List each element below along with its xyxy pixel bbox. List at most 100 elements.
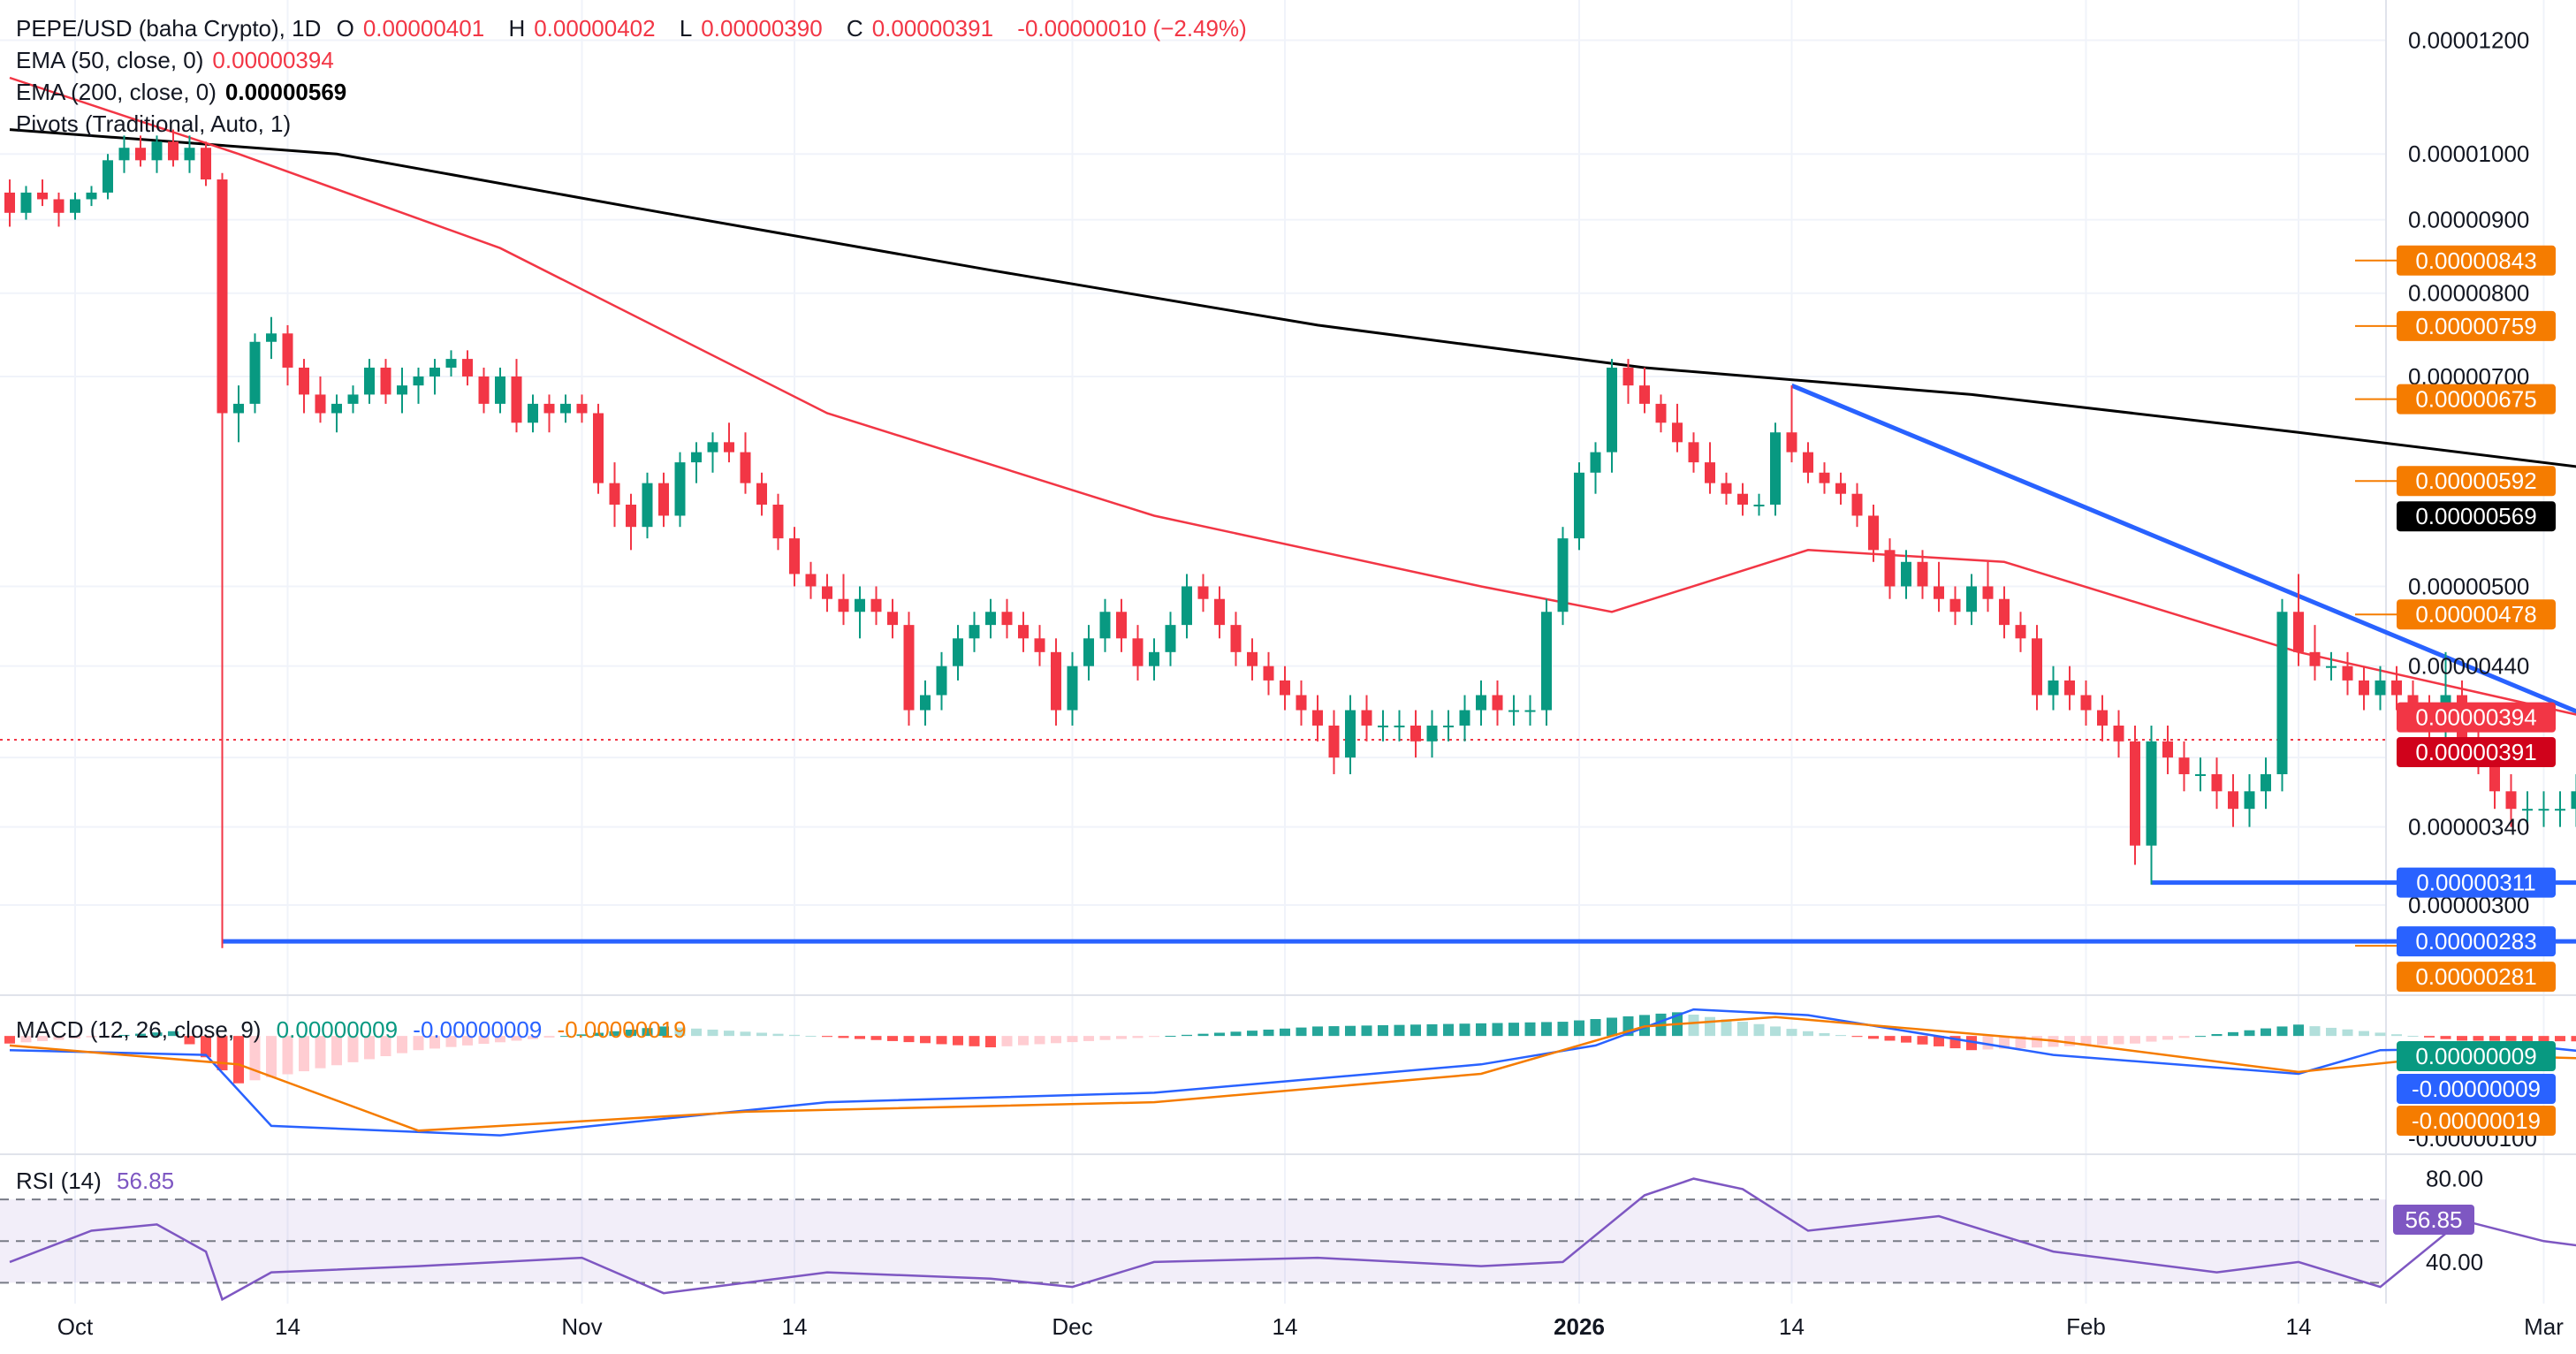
macd-histogram-bar — [2113, 1036, 2124, 1045]
macd-histogram-bar — [2407, 1036, 2419, 1038]
price-tag-bg — [2397, 867, 2556, 898]
candle-body — [2261, 773, 2271, 792]
candle-body — [1459, 710, 1470, 726]
macd-histogram-bar — [201, 1036, 211, 1058]
candle-body — [576, 403, 588, 414]
candle-body — [1851, 493, 1863, 516]
macd-histogram-bar — [985, 1036, 996, 1047]
macd-histogram-bar — [1705, 1016, 1715, 1037]
ema200-legend[interactable]: EMA (200, close, 0) 0.00000569 — [16, 79, 347, 105]
macd-histogram-bar — [1966, 1036, 1977, 1051]
macd-histogram-bar — [1197, 1033, 1209, 1037]
price-tag-text: 0.00000478 — [2415, 601, 2536, 628]
macd-histogram-bar — [135, 1033, 146, 1037]
candle-body — [887, 612, 898, 626]
candle-body — [347, 394, 359, 404]
macd-histogram-bar — [1934, 1036, 1944, 1046]
candle-body — [380, 367, 391, 395]
candle-body — [2309, 651, 2321, 666]
candle-body — [37, 192, 48, 200]
candle-body — [86, 192, 97, 200]
candle-body — [201, 148, 211, 180]
candle-body — [1574, 472, 1584, 539]
candle-body — [855, 598, 865, 612]
macd-histogram-bar — [2326, 1027, 2337, 1037]
macd-histogram-bar — [1851, 1036, 1863, 1038]
candle-body — [1443, 725, 1454, 727]
macd-histogram-bar — [1312, 1026, 1323, 1037]
candle-body — [1721, 483, 1732, 494]
macd-histogram-bar — [593, 1032, 604, 1037]
candle-body — [691, 452, 702, 463]
candle-body — [1557, 538, 1569, 612]
symbol-title[interactable]: PEPE/USD (baha Crypto), 1D — [16, 15, 322, 42]
macd-histogram-bar — [478, 1036, 490, 1045]
candle-body — [1247, 651, 1258, 666]
price-tag-bg — [2397, 702, 2556, 733]
macd-histogram-bar — [1182, 1034, 1192, 1037]
price-tag-text: 0.00000283 — [2415, 928, 2536, 955]
candle-body — [1982, 586, 1994, 599]
candle-body — [1280, 680, 1290, 696]
macd-histogram-bar — [184, 1036, 195, 1045]
candle-body — [397, 385, 407, 395]
candle-body — [1786, 432, 1797, 453]
candle-body — [1165, 625, 1176, 652]
macd-histogram-bar — [724, 1031, 734, 1037]
price-tag-bg — [2393, 1205, 2474, 1235]
price-tick-label: 0.00000440 — [2408, 653, 2529, 680]
macd-histogram-bar — [740, 1031, 751, 1037]
price-tag-bg — [2397, 501, 2556, 532]
macd-histogram-bar — [1099, 1036, 1111, 1040]
candle-body — [1476, 695, 1486, 711]
candle-body — [789, 538, 800, 574]
macd-histogram-bar — [1737, 1022, 1748, 1037]
macd-histogram-bar — [1901, 1036, 1911, 1043]
candle-body — [1705, 462, 1715, 483]
candle-body — [70, 199, 80, 213]
macd-histogram-bar — [20, 1036, 32, 1043]
candle-body — [903, 625, 915, 711]
price-tag-bg — [2397, 310, 2556, 341]
pivots-legend[interactable]: Pivots (Traditional, Auto, 1) — [16, 110, 292, 137]
price-tag-bg — [2397, 1106, 2556, 1136]
candle-body — [1083, 638, 1094, 666]
macd-histogram-bar — [86, 1036, 97, 1038]
macd-histogram-bar — [609, 1031, 620, 1037]
price-tag-s1: 0.00000281 — [2397, 962, 2556, 993]
macd-histogram-bar — [445, 1036, 457, 1047]
macd-histogram-bar — [1149, 1036, 1159, 1038]
macd-histogram-bar — [2032, 1036, 2042, 1048]
candle-body — [740, 452, 751, 483]
macd-histogram-bar — [2342, 1029, 2353, 1037]
candle-body — [103, 160, 113, 193]
candle-body — [135, 148, 146, 161]
macd-histogram-bar — [1557, 1022, 1569, 1037]
candle-body — [2228, 791, 2238, 810]
ema50-legend[interactable]: EMA (50, close, 0) 0.00000394 — [16, 47, 334, 73]
price-tag-text: 0.00000843 — [2415, 247, 2536, 274]
candle-body — [249, 341, 261, 404]
candle-body — [1688, 442, 1699, 463]
macd-histogram-bar — [642, 1028, 653, 1037]
rsi-legend[interactable]: RSI (14) 56.85 — [16, 1168, 175, 1194]
macd-histogram-bar — [1328, 1026, 1340, 1037]
macd-legend[interactable]: MACD (12, 26, close, 9) 0.00000009 -0.00… — [16, 1016, 687, 1043]
candle-body — [331, 403, 342, 414]
macd-line-value: -0.00000009 — [413, 1016, 543, 1043]
candle-body — [2195, 773, 2206, 776]
candle-body — [1803, 452, 1813, 473]
price-tag-macd-signal: -0.00000019 — [2397, 1106, 2556, 1136]
macd-histogram-bar — [2538, 1036, 2549, 1042]
macd-histogram-bar — [2489, 1036, 2500, 1041]
candle-body — [282, 333, 293, 368]
candle-body — [429, 367, 440, 377]
macd-histogram-bar — [1884, 1036, 1896, 1041]
candle-body — [1197, 586, 1209, 599]
macd-histogram-bar — [37, 1036, 48, 1041]
macd-histogram-bar — [2261, 1028, 2271, 1037]
candle-body — [626, 504, 636, 528]
price-tag-text: -0.00000019 — [2412, 1107, 2541, 1134]
macd-histogram-bar — [462, 1036, 473, 1046]
